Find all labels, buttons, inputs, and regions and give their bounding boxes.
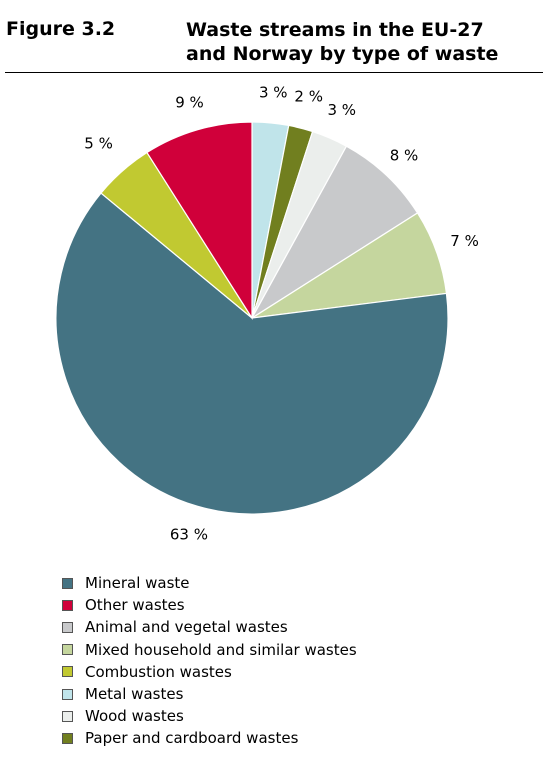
chart-title-line-1: Waste streams in the EU-27 (186, 19, 484, 41)
pie-label: 8 % (390, 147, 419, 165)
pie-slice-animal-and-vegetal-wastes (251, 145, 419, 319)
pie-label: 3 % (259, 84, 288, 102)
legend: Mineral waste Other wastes Animal and ve… (62, 572, 357, 750)
legend-swatch (62, 710, 73, 722)
pie-label: 3 % (328, 101, 357, 119)
pie-slice-other-wastes (146, 121, 253, 321)
legend-label: Metal wastes (85, 685, 184, 704)
pie-slice-mineral-waste (55, 192, 449, 515)
legend-swatch (62, 644, 73, 656)
figure-label: Figure 3.2 (6, 18, 116, 40)
legend-label: Mixed household and similar wastes (85, 640, 357, 659)
legend-item: Mineral waste (62, 572, 357, 594)
legend-label: Other wastes (85, 596, 185, 615)
legend-swatch (62, 599, 73, 611)
legend-label: Paper and cardboard wastes (85, 729, 299, 748)
legend-label: Mineral waste (85, 574, 190, 593)
legend-item: Combustion wastes (62, 661, 357, 683)
legend-swatch (62, 577, 73, 589)
legend-item: Wood wastes (62, 705, 357, 727)
legend-item: Mixed household and similar wastes (62, 639, 357, 661)
pie-label: 2 % (294, 88, 323, 106)
legend-item: Metal wastes (62, 683, 357, 705)
chart-title-line-2: and Norway by type of waste (186, 43, 499, 65)
legend-swatch (62, 621, 73, 633)
legend-item: Paper and cardboard wastes (62, 727, 357, 749)
chart-title: Waste streams in the EU-27 and Norway by… (186, 18, 498, 66)
legend-label: Wood wastes (85, 707, 184, 726)
pie-label: 9 % (175, 93, 204, 111)
pie-label: 7 % (450, 232, 479, 250)
pie-label: 5 % (84, 135, 113, 153)
legend-item: Animal and vegetal wastes (62, 616, 357, 638)
title-divider (5, 72, 543, 73)
legend-item: Other wastes (62, 594, 357, 616)
legend-swatch (62, 732, 73, 744)
legend-swatch (62, 666, 73, 678)
legend-label: Combustion wastes (85, 662, 232, 681)
legend-label: Animal and vegetal wastes (85, 618, 288, 637)
legend-swatch (62, 688, 73, 700)
pie-label: 63 % (170, 526, 208, 544)
